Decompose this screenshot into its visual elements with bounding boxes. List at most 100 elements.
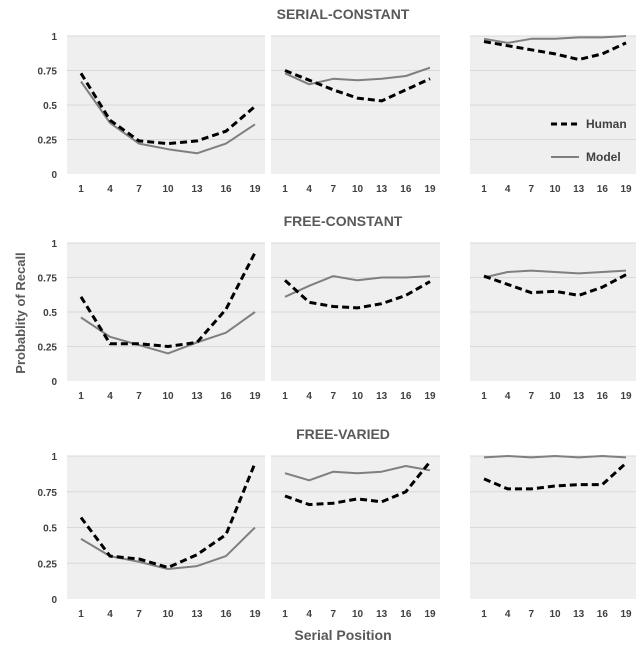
x-tick-label: 13 — [573, 184, 585, 195]
x-tick-label: 13 — [191, 609, 203, 620]
y-tick-label: 1 — [51, 239, 57, 250]
x-tick-label: 4 — [306, 184, 312, 195]
x-tick-label: 1 — [282, 609, 288, 620]
x-tick-label: 16 — [220, 609, 232, 620]
series-line-human — [284, 69, 431, 103]
series-line-human — [79, 252, 257, 348]
x-tick-label: 7 — [331, 391, 337, 402]
series-line-model — [483, 35, 627, 44]
series-line-human — [483, 273, 627, 297]
y-tick-label: 0.75 — [38, 274, 58, 285]
legend-model-label: Model — [586, 150, 621, 164]
x-tick-label: 4 — [505, 391, 511, 402]
x-tick-label: 13 — [573, 391, 585, 402]
panel-r1-c2: 1 4 7 10 13 16 19 — [470, 242, 636, 402]
x-tick-label: 7 — [529, 184, 535, 195]
x-tick-label: 16 — [400, 609, 412, 620]
x-tick-label: 10 — [162, 609, 174, 620]
legend: Human Model — [551, 117, 627, 164]
y-tick-label: 0.25 — [38, 559, 58, 570]
x-tick-label: 19 — [620, 184, 632, 195]
series-line-human — [483, 461, 628, 491]
panel-r0-c2: 1 4 7 10 13 16 19 — [470, 35, 636, 195]
y-tick-label: 0.5 — [43, 308, 57, 319]
panel-r1-c1: 1 4 7 10 13 16 19 — [271, 242, 440, 402]
x-tick-label: 4 — [306, 391, 312, 402]
x-tick-label: 13 — [573, 609, 585, 620]
x-tick-label: 16 — [400, 184, 412, 195]
y-tick-label: 0 — [51, 170, 57, 181]
y-axis-label: Probablity of Recall — [13, 252, 28, 373]
x-tick-label: 16 — [400, 391, 412, 402]
y-tick-label: 0.5 — [43, 101, 57, 112]
x-tick-label: 7 — [136, 391, 142, 402]
x-tick-label: 19 — [249, 184, 261, 195]
series-line-human — [79, 462, 257, 569]
x-tick-label: 13 — [191, 184, 203, 195]
y-tick-label: 0 — [51, 595, 57, 606]
y-tick-label: 0 — [51, 377, 57, 388]
x-tick-label: 1 — [78, 391, 84, 402]
x-tick-label: 1 — [481, 184, 487, 195]
panel-r2-c0: FREE-VARIED 0 0.25 0.5 0.75 1 1 4 7 10 13 16 19 — [38, 426, 390, 620]
y-tick-label: 1 — [51, 32, 57, 43]
x-tick-label: 16 — [597, 609, 609, 620]
x-tick-label: 4 — [505, 609, 511, 620]
x-tick-label: 7 — [331, 609, 337, 620]
legend-human-label: Human — [586, 117, 627, 131]
x-tick-label: 10 — [352, 609, 364, 620]
x-tick-label: 19 — [424, 391, 436, 402]
x-tick-label: 7 — [331, 184, 337, 195]
x-tick-label: 1 — [78, 609, 84, 620]
x-tick-label: 4 — [107, 609, 113, 620]
x-tick-label: 1 — [481, 609, 487, 620]
series-line-model — [80, 311, 256, 355]
x-tick-label: 1 — [78, 184, 84, 195]
x-tick-label: 19 — [249, 609, 261, 620]
x-tick-label: 4 — [107, 184, 113, 195]
y-tick-label: 0.25 — [38, 343, 58, 354]
series-line-model — [284, 66, 431, 86]
panel-title: SERIAL-CONSTANT — [277, 6, 410, 22]
y-tick-label: 0.75 — [38, 488, 58, 499]
panel-title: FREE-VARIED — [296, 426, 390, 442]
panel-r2-c2: 1 4 7 10 13 16 19 — [470, 455, 636, 620]
y-tick-label: 0.75 — [38, 67, 58, 78]
x-tick-label: 13 — [376, 184, 388, 195]
x-tick-label: 10 — [162, 184, 174, 195]
y-tick-label: 0.5 — [43, 524, 57, 535]
x-tick-label: 1 — [282, 391, 288, 402]
x-tick-label: 19 — [249, 391, 261, 402]
x-tick-label: 7 — [529, 391, 535, 402]
x-tick-label: 19 — [620, 391, 632, 402]
x-tick-label: 13 — [191, 391, 203, 402]
x-tick-label: 16 — [597, 391, 609, 402]
x-tick-label: 19 — [424, 184, 436, 195]
x-tick-label: 4 — [107, 391, 113, 402]
panel-r2-c1: 1 4 7 10 13 16 19 — [271, 455, 440, 620]
x-tick-label: 16 — [597, 184, 609, 195]
x-tick-label: 4 — [505, 184, 511, 195]
x-tick-label: 4 — [306, 609, 312, 620]
x-tick-label: 1 — [481, 391, 487, 402]
x-tick-label: 10 — [549, 391, 561, 402]
series-line-model — [483, 269, 627, 279]
series-line-model — [284, 465, 431, 482]
series-line-human — [79, 72, 256, 146]
x-tick-label: 1 — [282, 184, 288, 195]
series-line-human — [483, 40, 627, 61]
series-line-model — [284, 275, 431, 298]
x-tick-label: 7 — [136, 609, 142, 620]
y-tick-label: 1 — [51, 452, 57, 463]
x-tick-label: 10 — [549, 609, 561, 620]
x-tick-label: 10 — [549, 184, 561, 195]
series-line-human — [283, 279, 431, 310]
y-tick-label: 0.25 — [38, 136, 58, 147]
x-tick-label: 10 — [352, 391, 364, 402]
x-tick-label: 7 — [529, 609, 535, 620]
panel-title: FREE-CONSTANT — [284, 213, 403, 229]
x-tick-label: 13 — [376, 609, 388, 620]
x-tick-label: 19 — [620, 609, 632, 620]
x-tick-label: 13 — [376, 391, 388, 402]
